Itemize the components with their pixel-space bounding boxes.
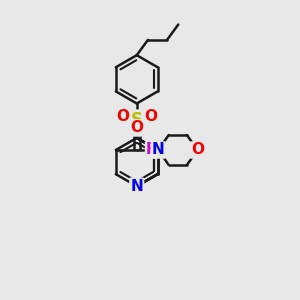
Text: F: F [146, 142, 156, 158]
Text: O: O [191, 142, 204, 158]
Text: N: N [152, 142, 165, 158]
Text: O: O [116, 109, 129, 124]
Text: O: O [130, 120, 143, 135]
Text: O: O [144, 109, 158, 124]
Text: N: N [130, 179, 143, 194]
Text: S: S [131, 111, 143, 129]
